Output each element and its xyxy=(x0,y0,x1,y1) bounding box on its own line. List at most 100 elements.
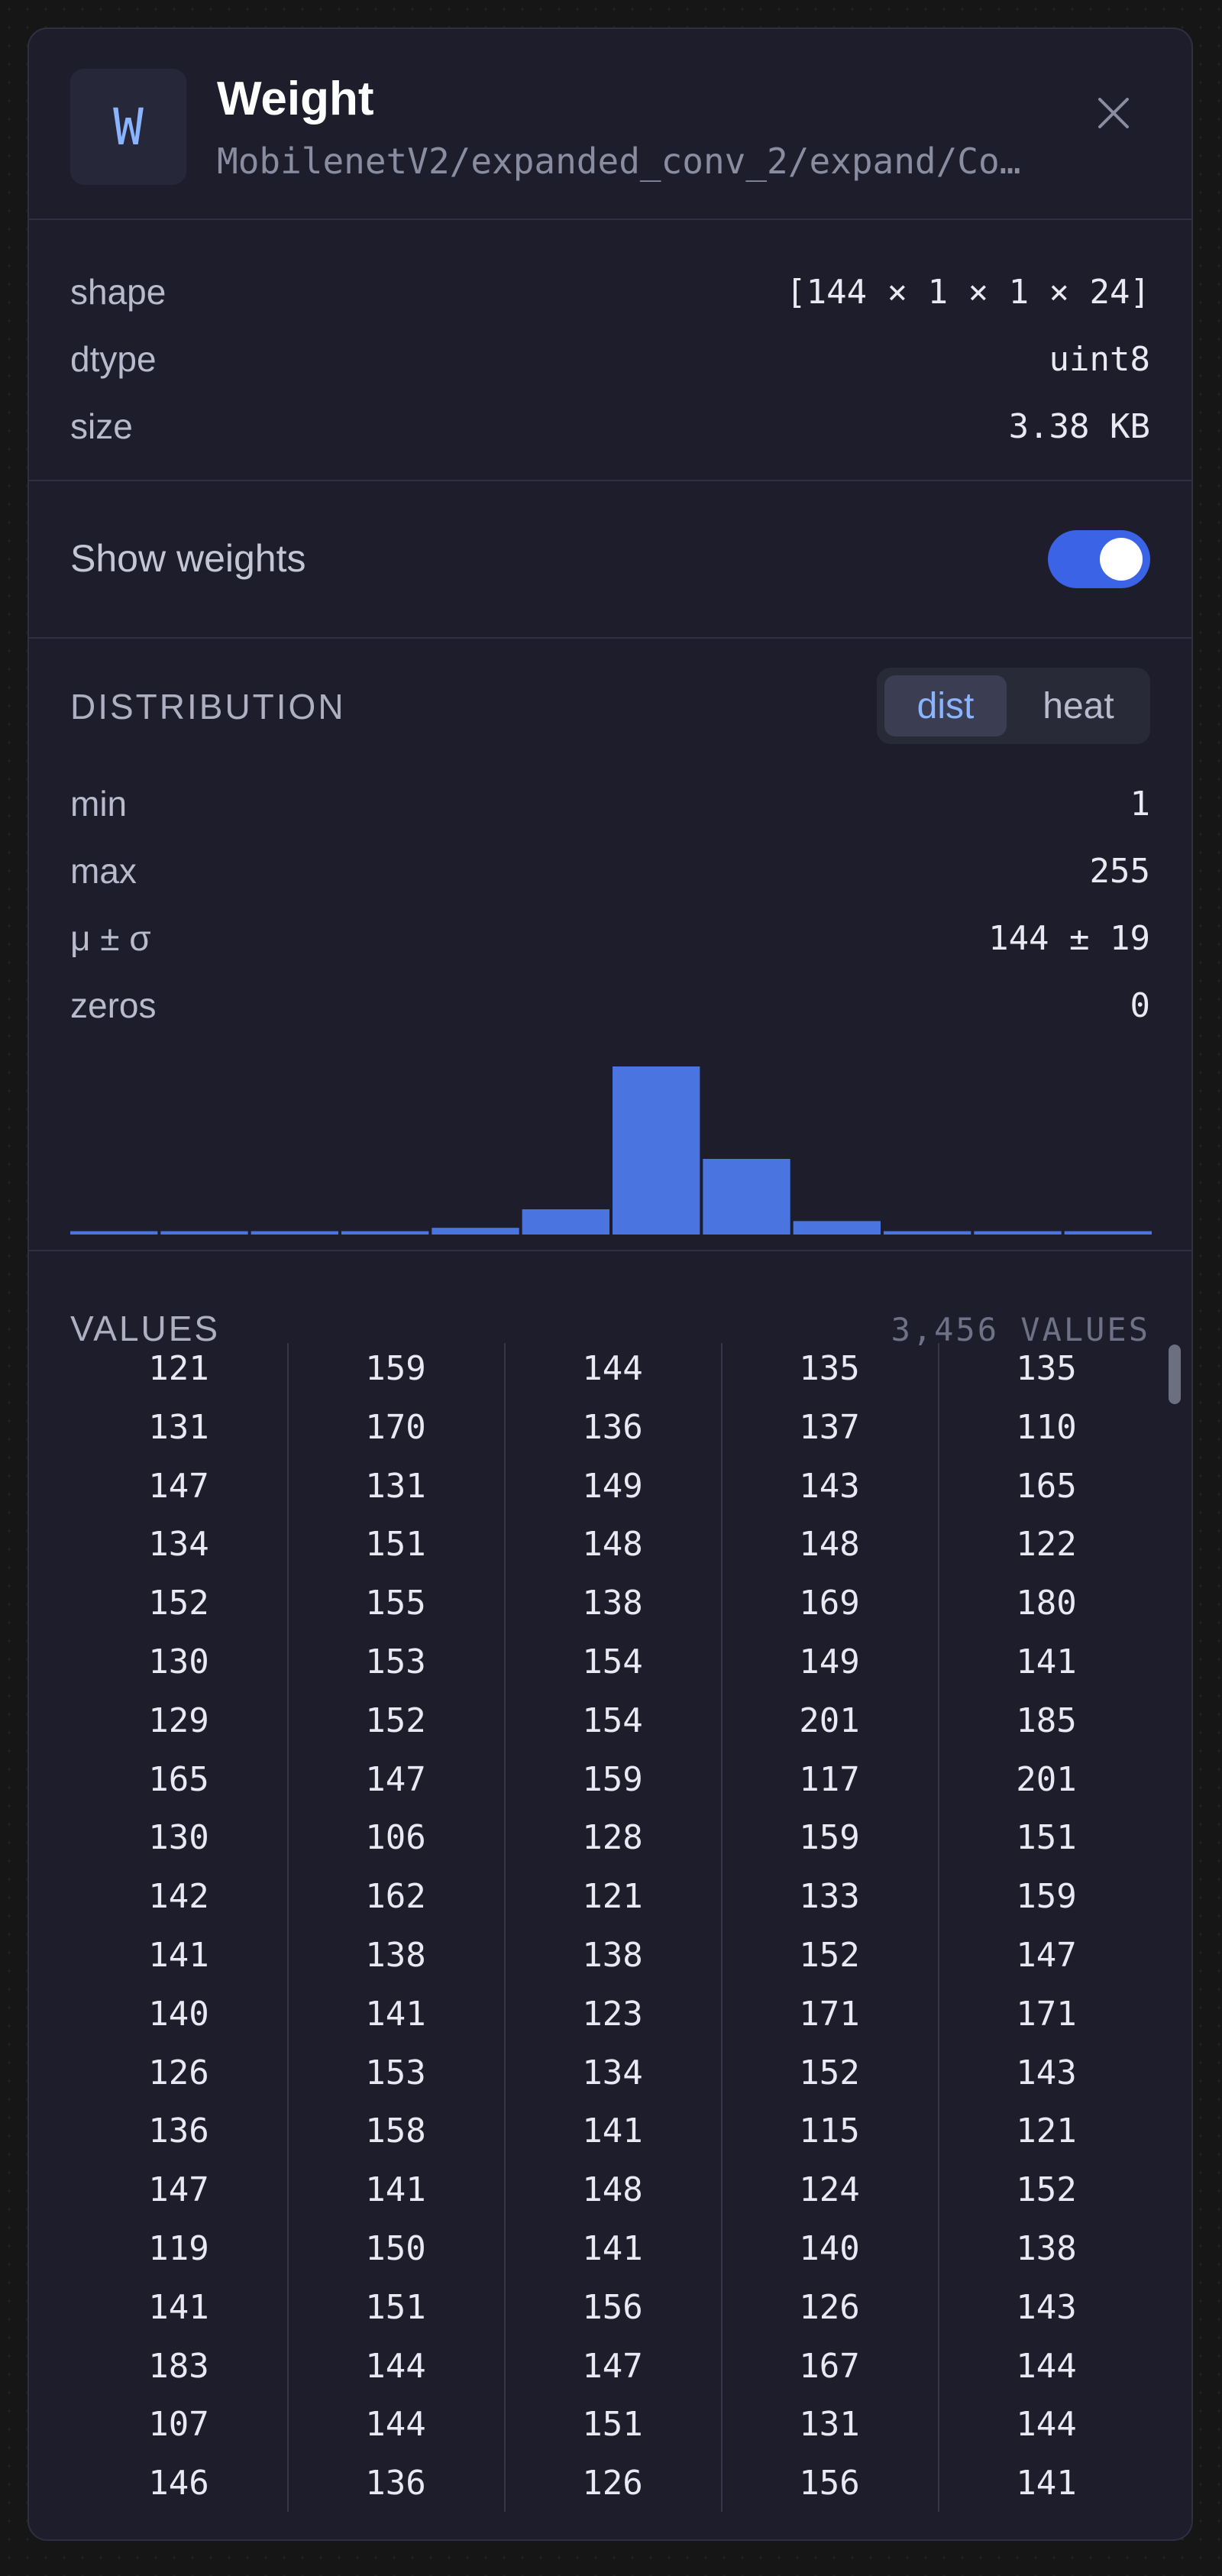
histogram-bar xyxy=(793,1221,881,1235)
column-divider xyxy=(287,1343,289,2512)
value-cell: 143 xyxy=(1016,2287,1077,2327)
meta-key: size xyxy=(70,406,133,446)
value-cell: 151 xyxy=(365,1525,426,1565)
histogram-bar xyxy=(251,1231,338,1235)
meta-value: 3.38 KB xyxy=(1008,406,1150,446)
close-icon xyxy=(1098,98,1129,128)
stat-row-max: max 255 xyxy=(70,848,1150,894)
value-cell: 156 xyxy=(582,2287,643,2327)
value-cell: 171 xyxy=(799,1994,860,2034)
value-cell: 147 xyxy=(582,2346,643,2386)
value-cell: 153 xyxy=(365,2053,426,2092)
value-cell: 130 xyxy=(148,1818,209,1858)
mode-dist-button[interactable]: dist xyxy=(884,675,1007,736)
value-cell: 134 xyxy=(582,2053,643,2092)
value-cell: 131 xyxy=(148,1407,209,1447)
value-cell: 117 xyxy=(799,1759,860,1799)
value-cell: 135 xyxy=(1016,1349,1077,1388)
value-cell: 147 xyxy=(148,2170,209,2210)
value-cell: 141 xyxy=(1016,2464,1077,2503)
histogram-bar xyxy=(432,1228,519,1235)
value-cell: 150 xyxy=(365,2229,426,2268)
histogram-bar xyxy=(613,1066,700,1235)
show-weights-label: Show weights xyxy=(70,537,306,580)
value-cell: 122 xyxy=(1016,1525,1077,1565)
value-cell: 140 xyxy=(799,2229,860,2268)
value-cell: 152 xyxy=(799,2053,860,2092)
show-weights-toggle[interactable] xyxy=(1048,530,1150,588)
value-cell: 152 xyxy=(799,1936,860,1975)
value-cell: 170 xyxy=(365,1407,426,1447)
value-cell: 133 xyxy=(799,1877,860,1917)
value-cell: 138 xyxy=(582,1584,643,1623)
value-cell: 136 xyxy=(365,2464,426,2503)
value-cell: 138 xyxy=(1016,2229,1077,2268)
value-cell: 183 xyxy=(148,2346,209,2386)
value-cell: 138 xyxy=(582,1936,643,1975)
value-cell: 121 xyxy=(148,1349,209,1388)
close-button[interactable] xyxy=(1089,89,1138,138)
value-cell: 144 xyxy=(365,2346,426,2386)
column-divider xyxy=(938,1343,939,2512)
value-cell: 165 xyxy=(148,1759,209,1799)
value-cell: 134 xyxy=(148,1525,209,1565)
value-cell: 159 xyxy=(1016,1877,1077,1917)
value-cell: 147 xyxy=(1016,1936,1077,1975)
stat-value: 255 xyxy=(1089,851,1150,891)
value-cell: 141 xyxy=(365,1994,426,2034)
value-cell: 154 xyxy=(582,1701,643,1740)
value-cell: 126 xyxy=(148,2053,209,2092)
value-cell: 131 xyxy=(799,2405,860,2445)
value-cell: 169 xyxy=(799,1584,860,1623)
weight-type-badge: W xyxy=(70,69,186,185)
tensor-path: MobilenetV2/expanded_conv_2/expand/Co… xyxy=(217,141,1021,182)
values-scrollbar[interactable] xyxy=(1169,1345,1181,1404)
stat-key: μ ± σ xyxy=(70,918,151,958)
meta-value: uint8 xyxy=(1049,339,1150,379)
value-cell: 121 xyxy=(1016,2112,1077,2151)
value-cell: 143 xyxy=(1016,2053,1077,2092)
value-cell: 144 xyxy=(365,2405,426,2445)
value-cell: 123 xyxy=(582,1994,643,2034)
stat-row-zeros: zeros 0 xyxy=(70,982,1150,1028)
value-cell: 158 xyxy=(365,2112,426,2151)
value-cell: 159 xyxy=(582,1759,643,1799)
meta-row-size: size 3.38 KB xyxy=(70,403,1150,449)
value-cell: 144 xyxy=(582,1349,643,1388)
value-cell: 185 xyxy=(1016,1701,1077,1740)
value-cell: 156 xyxy=(799,2464,860,2503)
stat-row-min: min 1 xyxy=(70,781,1150,827)
value-cell: 106 xyxy=(365,1818,426,1858)
value-cell: 152 xyxy=(1016,2170,1077,2210)
distribution-title: DISTRIBUTION xyxy=(70,687,346,727)
column-divider xyxy=(504,1343,506,2512)
view-mode-switch: dist heat xyxy=(877,668,1150,744)
histogram-bar xyxy=(160,1231,248,1235)
distribution-section: DISTRIBUTION dist heat min 1 max 255 μ ±… xyxy=(29,639,1191,1251)
value-cell: 159 xyxy=(799,1818,860,1858)
value-cell: 126 xyxy=(799,2287,860,2327)
value-cell: 140 xyxy=(148,1994,209,2034)
value-cell: 141 xyxy=(365,2170,426,2210)
histogram-bar xyxy=(703,1159,790,1235)
values-column: 144 136 149 148 138 154 154 159 128 121 138 123 134 1… xyxy=(504,1343,721,2512)
value-cell: 201 xyxy=(1016,1759,1077,1799)
value-cell: 144 xyxy=(1016,2405,1077,2445)
value-cell: 130 xyxy=(148,1642,209,1681)
value-cell: 141 xyxy=(1016,1642,1077,1681)
histogram-bar xyxy=(884,1231,971,1235)
meta-row-shape: shape [144 × 1 × 1 × 24] xyxy=(70,269,1150,315)
value-cell: 152 xyxy=(365,1701,426,1740)
value-cell: 201 xyxy=(799,1701,860,1740)
values-column: 135 110 165 122 180 141 185 201 151 159 147 171 143 1… xyxy=(938,1343,1155,2512)
value-cell: 141 xyxy=(582,2112,643,2151)
value-cell: 121 xyxy=(582,1877,643,1917)
stat-value: 1 xyxy=(1130,784,1151,824)
value-cell: 128 xyxy=(582,1818,643,1858)
value-cell: 146 xyxy=(148,2464,209,2503)
mode-heat-button[interactable]: heat xyxy=(1043,685,1114,727)
value-cell: 110 xyxy=(1016,1407,1077,1447)
value-cell: 143 xyxy=(799,1466,860,1506)
stat-value: 0 xyxy=(1130,985,1151,1025)
value-cell: 153 xyxy=(365,1642,426,1681)
